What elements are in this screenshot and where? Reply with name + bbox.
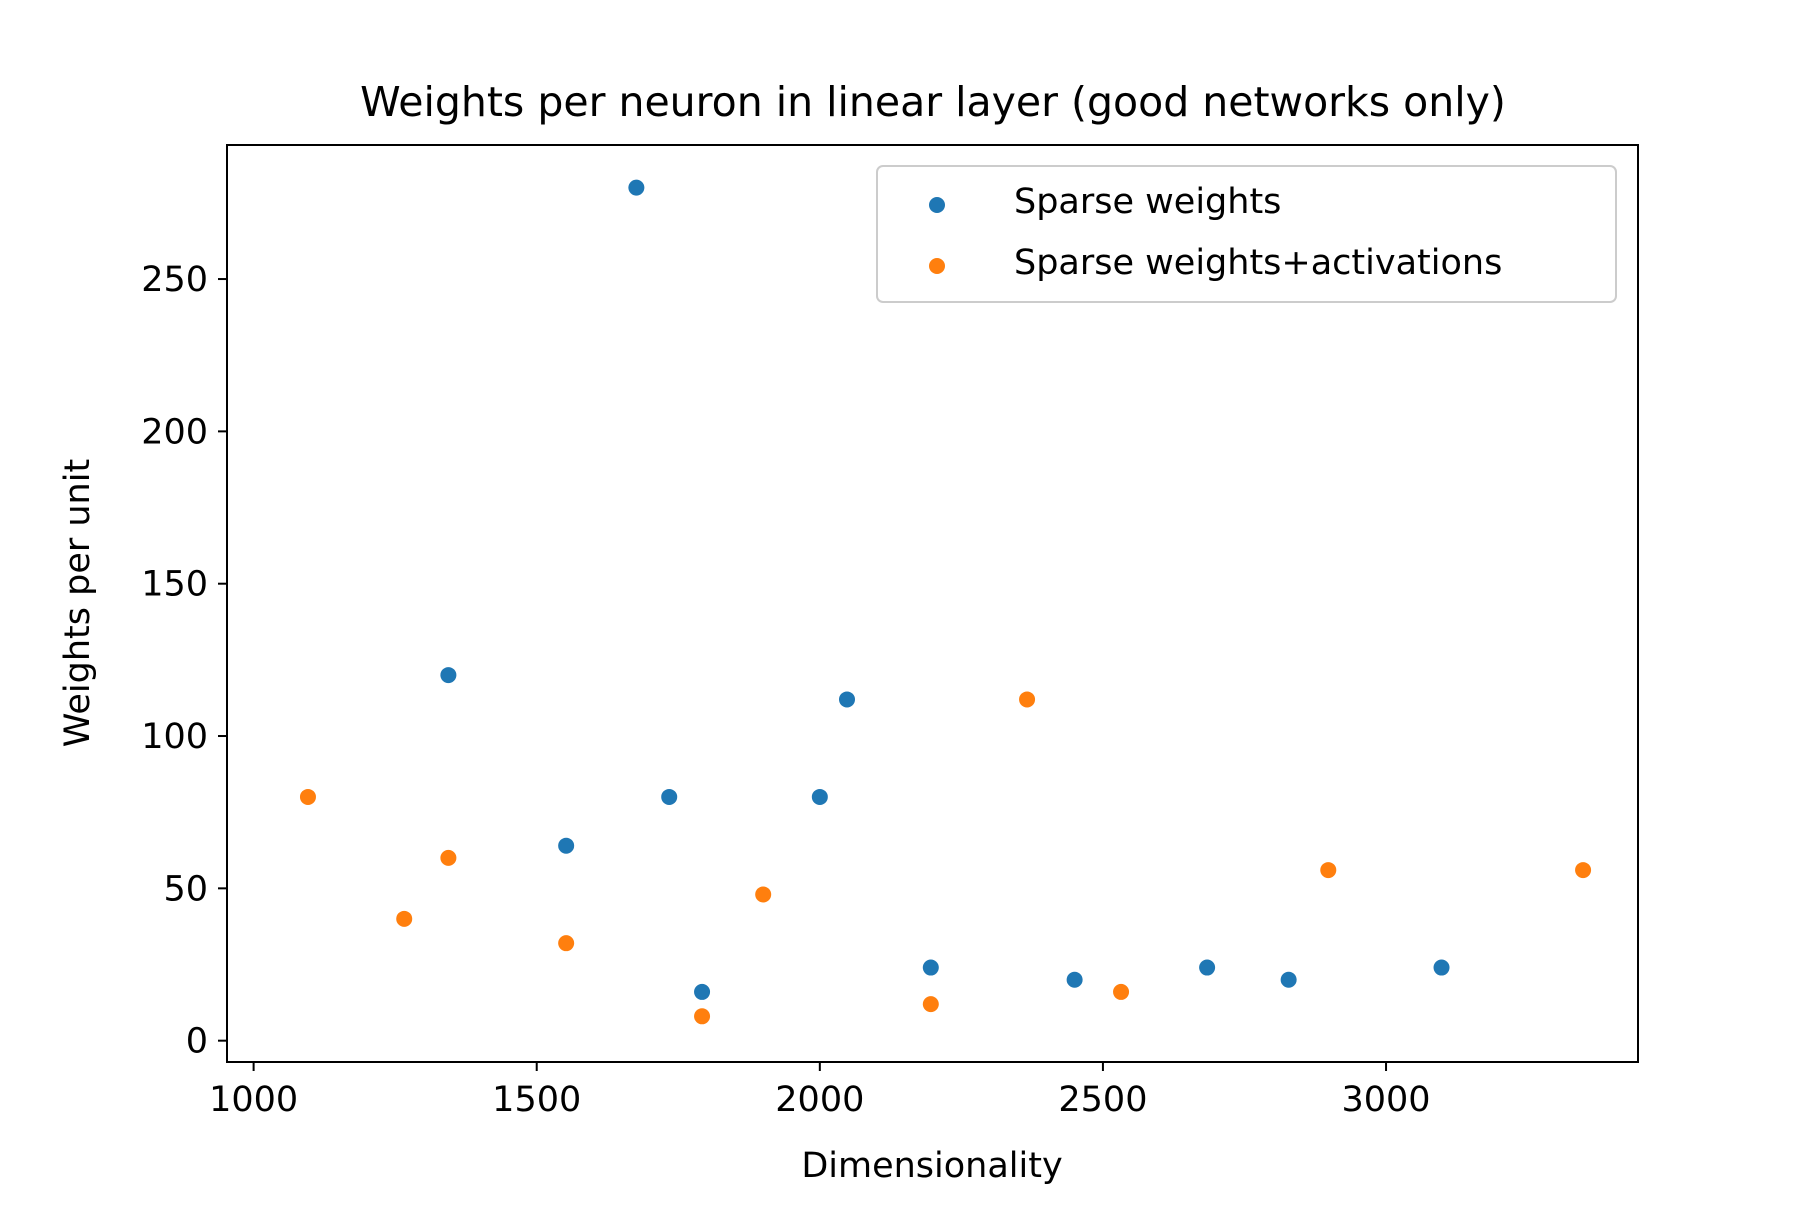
data-point-series-1: [1066, 971, 1083, 988]
data-point-series-2: [1019, 691, 1036, 708]
data-point-series-1: [839, 691, 856, 708]
legend-marker-sparse-weights-activations: [929, 258, 945, 274]
data-point-series-1: [628, 179, 645, 196]
y-axis: 0 50 100 150 200 250: [141, 260, 227, 1062]
legend-marker-sparse-weights: [929, 197, 945, 213]
y-axis-label: Weights per unit: [58, 459, 98, 747]
data-point-series-2: [299, 788, 316, 805]
x-tick-label: 1500: [492, 1080, 581, 1120]
legend-label-sparse-weights-activations: Sparse weights+activations: [1014, 243, 1502, 283]
legend: Sparse weights Sparse weights+activation…: [876, 165, 1617, 303]
y-tick-label: 0: [186, 1022, 208, 1062]
y-tick-label: 100: [141, 717, 208, 757]
data-point-series-2: [558, 935, 575, 952]
legend-label-sparse-weights: Sparse weights: [1014, 182, 1281, 222]
data-point-series-2: [440, 849, 457, 866]
y-tick-label: 50: [163, 869, 208, 909]
data-point-series-1: [558, 837, 575, 854]
x-tick-label: 1000: [209, 1080, 298, 1120]
data-point-series-2: [1320, 862, 1337, 879]
data-point-series-2: [922, 996, 939, 1013]
x-tick-label: 2500: [1058, 1080, 1147, 1120]
data-point-series-1: [694, 983, 711, 1000]
data-point-series-2: [396, 910, 413, 927]
data-point-series-1: [440, 667, 457, 684]
y-tick-label: 250: [141, 260, 208, 300]
x-tick-label: 2000: [775, 1080, 864, 1120]
legend-box: [876, 165, 1617, 303]
plot-area-frame: [226, 144, 1639, 1063]
data-point-series-1: [922, 959, 939, 976]
y-tick-label: 150: [141, 565, 208, 605]
data-point-series-1: [1280, 971, 1297, 988]
y-tick-label: 200: [141, 412, 208, 452]
data-point-series-2: [755, 886, 772, 903]
data-point-series-1: [1199, 959, 1216, 976]
data-point-series-2: [1575, 862, 1592, 879]
data-point-series-1: [1433, 959, 1450, 976]
chart-title: Weights per neuron in linear layer (good…: [360, 78, 1506, 126]
data-point-series-1: [811, 788, 828, 805]
data-points: [299, 179, 1592, 1025]
data-point-series-1: [661, 788, 678, 805]
x-tick-label: 3000: [1341, 1080, 1430, 1120]
x-axis-label: Dimensionality: [801, 1146, 1062, 1186]
x-axis: 1000 1500 2000 2500 3000: [209, 1062, 1431, 1120]
data-point-series-2: [1113, 983, 1130, 1000]
data-point-series-2: [694, 1008, 711, 1025]
